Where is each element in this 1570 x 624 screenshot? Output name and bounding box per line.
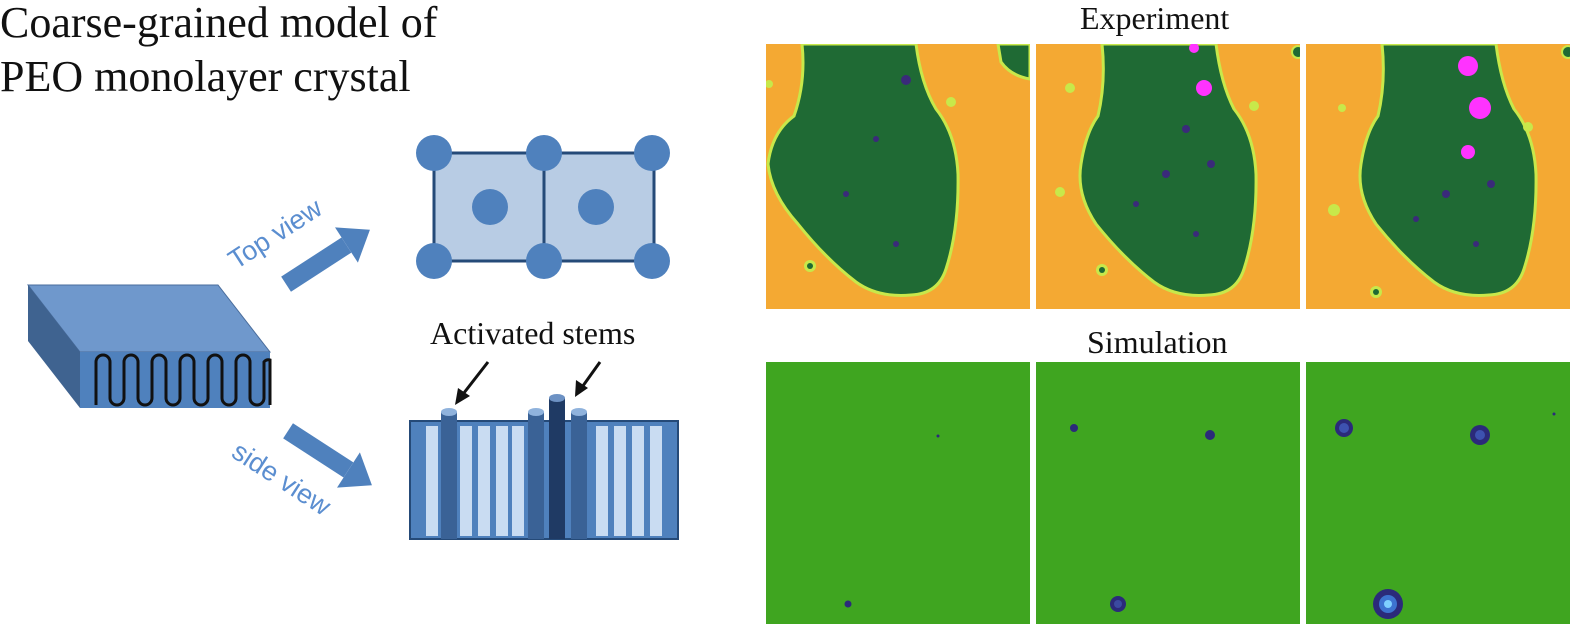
side-view-stems <box>409 394 679 540</box>
simulation-frame-2 <box>1036 362 1300 624</box>
side-view-arrow <box>283 423 372 488</box>
experiment-frame-2 <box>1036 44 1300 309</box>
title-line-2: PEO monolayer crystal <box>0 52 411 101</box>
folded-chain-icon <box>94 353 272 407</box>
activated-stem-pointer-arrows <box>455 361 602 405</box>
lamella-block <box>26 284 272 408</box>
simulation-heading: Simulation <box>1087 324 1228 360</box>
title-line-1: Coarse-grained model of <box>0 0 438 47</box>
activated-stems-label: Activated stems <box>430 315 636 351</box>
experiment-frame-3 <box>1306 44 1570 309</box>
figure-title: Coarse-grained model of PEO monolayer cr… <box>0 0 437 104</box>
top-view-arrow <box>281 227 370 292</box>
experiment-frame-1 <box>766 44 1030 309</box>
simulation-frame-1 <box>766 362 1030 624</box>
experiment-heading: Experiment <box>1080 0 1230 36</box>
simulation-frame-3 <box>1306 362 1570 624</box>
top-view-lattice <box>416 135 670 279</box>
model-diagram: Top view side view <box>26 135 679 540</box>
